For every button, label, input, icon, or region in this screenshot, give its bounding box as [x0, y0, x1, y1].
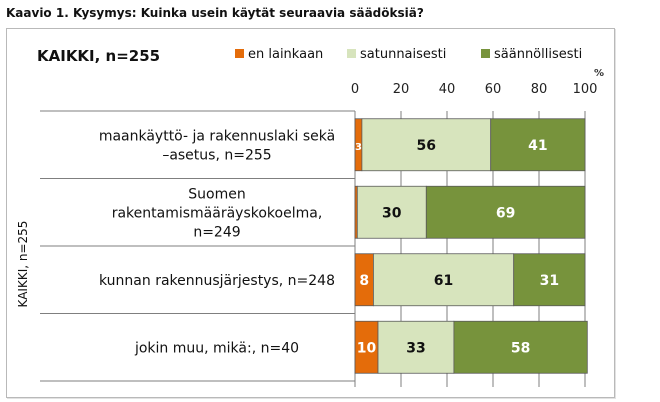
data-label: 69 — [496, 205, 515, 221]
bar-segment-s--nn-llisesti — [490, 118, 586, 172]
category-label-1: –asetus, n=255 — [162, 147, 271, 163]
category-label-4: jokin muu, mikä:, n=40 — [134, 340, 299, 356]
data-label: 61 — [434, 273, 453, 289]
category-label-2: Suomen — [188, 186, 245, 202]
x-axis-unit: % — [594, 68, 604, 79]
category-label-3: kunnan rakennusjärjestys, n=248 — [99, 273, 335, 289]
category-label-2: n=249 — [193, 224, 240, 240]
x-tick-label: 100 — [573, 82, 598, 97]
legend-swatch-1 — [235, 49, 244, 58]
bar-segment-satunnaisesti — [372, 253, 515, 307]
x-axis-ticks: 0 20 40 60 80 100 — [351, 82, 598, 97]
data-label: 31 — [540, 273, 559, 289]
data-label: 10 — [357, 340, 377, 356]
figure-caption: Kaavio 1. Kysymys: Kuinka usein käytät s… — [6, 6, 424, 20]
chart-frame: KAIKKI, n=255 en lainkaan satunnaisesti sä… — [6, 28, 615, 398]
data-label: 8 — [359, 273, 369, 289]
category-label-1: maankäyttö- ja rakennuslaki sekä — [99, 128, 335, 144]
bars: 3 56 41 30 69 8 61 31 10 33 58 — [354, 118, 588, 374]
legend-swatch-2 — [347, 49, 356, 58]
legend-label-1: en lainkaan — [248, 47, 323, 62]
x-tick-label: 40 — [439, 82, 456, 97]
category-rows: maankäyttö- ja rakennuslaki sekä –asetus,… — [40, 110, 356, 387]
stacked-bar-chart: KAIKKI, n=255 en lainkaan satunnaisesti sä… — [16, 47, 604, 387]
legend-label-2: satunnaisesti — [360, 47, 446, 62]
bar-segment-s--nn-llisesti — [453, 320, 588, 374]
x-tick-label: 20 — [393, 82, 410, 97]
legend-swatch-3 — [481, 49, 490, 58]
x-tick-label: 0 — [351, 82, 359, 97]
data-label: 30 — [382, 205, 402, 221]
y-axis-label: KAIKKI, n=255 — [16, 221, 30, 308]
bar-segment-satunnaisesti — [361, 118, 492, 172]
legend: en lainkaan satunnaisesti säännöllisesti — [235, 47, 582, 62]
x-tick-label: 60 — [485, 82, 502, 97]
bar-segment-satunnaisesti — [356, 185, 427, 239]
data-label: 41 — [528, 138, 547, 154]
data-label: 3 — [355, 142, 362, 153]
data-label: 56 — [417, 138, 436, 154]
chart-title: KAIKKI, n=255 — [37, 47, 160, 65]
data-label: 58 — [511, 340, 530, 356]
bar-segment-s--nn-llisesti — [425, 185, 586, 239]
x-tick-label: 80 — [531, 82, 548, 97]
category-label-2: rakentamismääräyskokoelma, — [112, 205, 323, 221]
bar-segment-satunnaisesti — [377, 320, 455, 374]
bar-segment-s--nn-llisesti — [513, 253, 586, 307]
data-label: 33 — [406, 340, 425, 356]
legend-label-3: säännöllisesti — [494, 47, 582, 62]
